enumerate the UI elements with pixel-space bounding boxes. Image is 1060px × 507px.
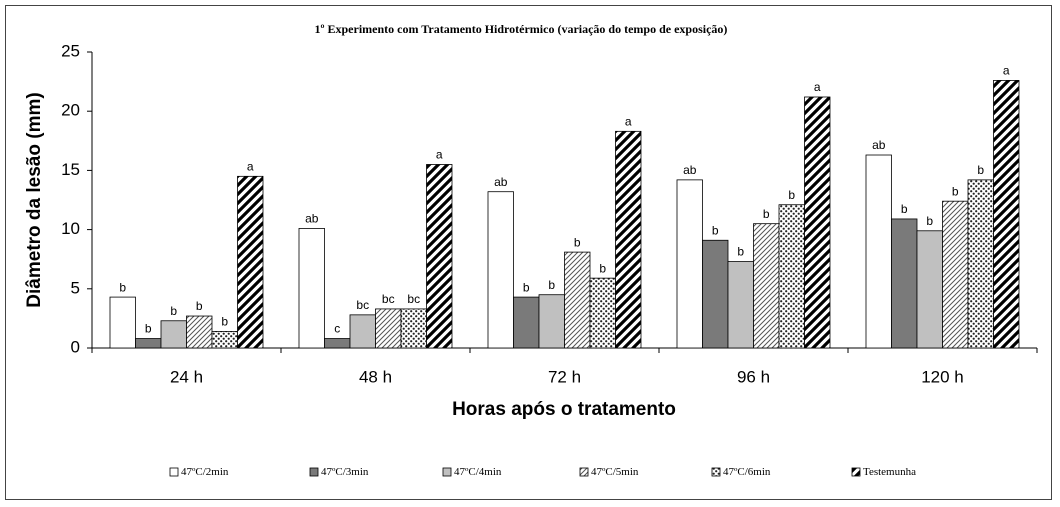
bar-letter: b [901, 202, 908, 216]
bar-letter: a [436, 148, 443, 162]
bar-letter: b [788, 188, 795, 202]
x-tick-label: 120 h [921, 367, 964, 386]
x-tick-label: 72 h [548, 367, 581, 386]
bar [324, 338, 351, 349]
legend-swatch [851, 467, 861, 477]
y-tick-label: 20 [61, 101, 80, 120]
legend-label: Testemunha [863, 466, 916, 478]
bar [160, 320, 187, 349]
legend-swatch [309, 467, 319, 477]
bar [538, 294, 565, 349]
bar-letter: a [814, 80, 821, 94]
bar [298, 228, 325, 349]
bar [589, 277, 616, 349]
bar [804, 96, 831, 349]
bar-letter: a [625, 114, 632, 128]
bar-letter: b [737, 245, 744, 259]
y-tick-label: 15 [61, 160, 80, 179]
bar [942, 200, 969, 349]
y-tick-label: 0 [71, 337, 80, 356]
bar-letter: a [1003, 64, 1010, 78]
bar [615, 130, 642, 349]
bar-letter: ab [305, 212, 319, 226]
bar-letter: b [574, 235, 581, 249]
bar-letter: b [170, 304, 177, 318]
x-tick-label: 24 h [170, 367, 203, 386]
y-axis-title: Diâmetro da lesão (mm) [24, 92, 45, 307]
bar-letter: b [548, 278, 555, 292]
bar-letter: b [952, 184, 959, 198]
bar-letter: b [763, 207, 770, 221]
bar [702, 239, 729, 349]
legend-swatch [442, 467, 452, 477]
bar-letter: ab [872, 138, 886, 152]
legend-label: 47ºC/4min [454, 466, 502, 478]
legend-swatch [579, 467, 589, 477]
bar [135, 338, 162, 349]
bar [727, 261, 754, 349]
x-axis-title: Horas após o tratamento [452, 399, 676, 420]
legend-label: 47ºC/2min [181, 466, 229, 478]
bar-letter: bc [356, 298, 369, 312]
bar-letter: b [196, 299, 203, 313]
bar [426, 164, 453, 349]
legend-label: 47ºC/6min [723, 466, 771, 478]
bar [211, 331, 238, 349]
bar-letter: b [926, 214, 933, 228]
bar [513, 296, 540, 349]
bar [916, 230, 943, 349]
bar [186, 315, 213, 349]
bar [778, 204, 805, 349]
bar-letter: ab [494, 175, 508, 189]
y-tick-label: 10 [61, 219, 80, 238]
bar [375, 308, 402, 349]
y-tick-label: 5 [71, 278, 80, 297]
bar [487, 191, 514, 349]
legend-swatch [169, 467, 179, 477]
bar [753, 223, 780, 349]
bar-letter: b [712, 223, 719, 237]
bar [891, 218, 918, 349]
legend-label: 47ºC/5min [591, 466, 639, 478]
bar-letter: ab [683, 163, 697, 177]
y-tick-label: 25 [61, 41, 80, 60]
bar-letter: b [599, 261, 606, 275]
bar [400, 308, 427, 349]
bar-letter: c [334, 322, 340, 336]
bar [676, 179, 703, 349]
bar-letter: b [523, 280, 530, 294]
bar [967, 179, 994, 349]
bar [865, 154, 892, 349]
legend-label: 47ºC/3min [321, 466, 369, 478]
bar [349, 314, 376, 349]
bar-letter: b [221, 315, 228, 329]
x-tick-label: 96 h [737, 367, 770, 386]
bar-letter: b [977, 163, 984, 177]
bar [564, 251, 591, 349]
bar-letter: bc [382, 292, 395, 306]
bar-letter: b [119, 280, 126, 294]
bar [109, 296, 136, 349]
chart-title: 1º Experimento com Tratamento Hidrotérmi… [315, 22, 728, 36]
bar [237, 175, 264, 349]
bar-letter: bc [407, 292, 420, 306]
bar [993, 80, 1020, 349]
bar-letter: b [145, 322, 152, 336]
legend-swatch [711, 467, 721, 477]
bar-letter: a [247, 159, 254, 173]
x-tick-label: 48 h [359, 367, 392, 386]
